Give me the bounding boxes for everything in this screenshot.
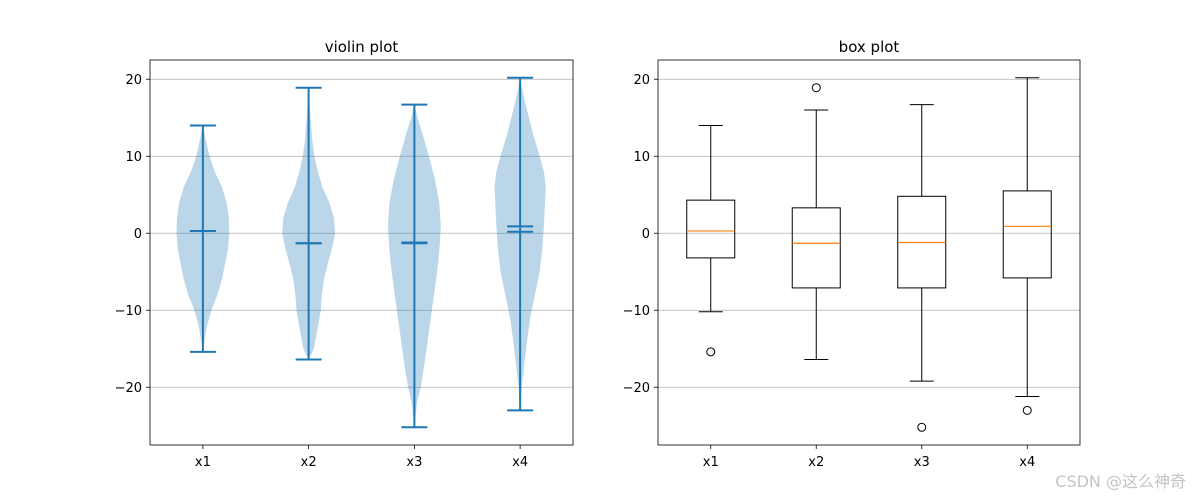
axes-frame (657, 59, 1081, 446)
violin-plot-panel: violin plot −20 −10 0 10 20 x1 x2 x3 x4 (115, 38, 574, 470)
x-tick-label: x4 (512, 455, 528, 470)
x-tick-label: x2 (301, 455, 317, 470)
y-tick-label: 0 (134, 227, 142, 242)
y-tick-label: 0 (642, 227, 650, 242)
box-x2 (791, 207, 841, 289)
x-tick-label: x3 (914, 455, 930, 470)
x-tick-label: x4 (1019, 455, 1035, 470)
watermark-text: CSDN @这么神奇 (1055, 472, 1186, 491)
box-x4 (1002, 190, 1052, 279)
x-tick-label: x1 (195, 455, 211, 470)
outlier-point (917, 422, 927, 432)
x-tick-label: x1 (703, 455, 719, 470)
y-tick-label: −10 (115, 304, 142, 319)
outlier-point (811, 83, 821, 93)
box-x1 (686, 199, 736, 259)
chart-title: box plot (839, 38, 900, 56)
y-tick-label: 20 (633, 73, 650, 88)
y-tick-label: −20 (115, 381, 142, 396)
x-tick-label: x3 (406, 455, 422, 470)
chart-title: violin plot (325, 38, 399, 56)
box-plot-panel: box plot −20 −10 0 10 20 x1 x2 x3 x4 (623, 38, 1081, 470)
y-tick-label: −10 (623, 304, 650, 319)
y-tick-label: −20 (623, 381, 650, 396)
axes-frame (149, 59, 574, 446)
y-tick-label: 10 (633, 150, 650, 165)
outlier-point (706, 347, 716, 357)
y-tick-label: 10 (125, 150, 142, 165)
y-tick-label: 20 (125, 73, 142, 88)
x-tick-label: x2 (808, 455, 824, 470)
outlier-point (1022, 405, 1032, 415)
